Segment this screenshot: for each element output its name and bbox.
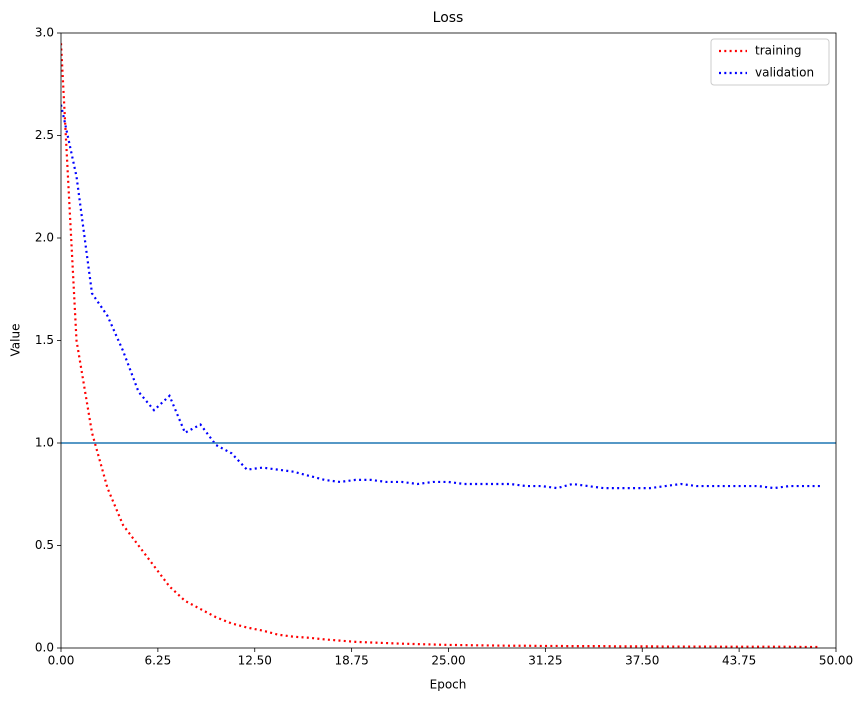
x-axis-label: Epoch xyxy=(430,678,467,692)
data-line xyxy=(61,104,821,490)
x-tick-label: 50.00 xyxy=(819,654,853,668)
x-tick-label: 37.50 xyxy=(625,654,659,668)
y-tick-label: 0.0 xyxy=(35,641,54,655)
x-tick-label: 0.00 xyxy=(48,654,75,668)
x-tick-label: 31.25 xyxy=(528,654,562,668)
x-tick-label: 18.75 xyxy=(334,654,368,668)
y-tick-label: 3.0 xyxy=(35,26,54,40)
legend-label: training xyxy=(755,44,802,58)
x-tick-label: 12.50 xyxy=(238,654,272,668)
y-tick-label: 1.0 xyxy=(35,436,54,450)
data-line xyxy=(61,43,821,648)
legend-label: validation xyxy=(755,66,814,80)
plot-frame xyxy=(60,32,837,649)
x-tick-label: 25.00 xyxy=(431,654,465,668)
y-tick-label: 2.0 xyxy=(35,231,54,245)
y-tick-label: 2.5 xyxy=(35,128,54,142)
x-tick-label: 43.75 xyxy=(722,654,756,668)
chart-title: Loss xyxy=(433,10,464,26)
y-tick-label: 1.5 xyxy=(35,333,54,347)
y-tick-label: 0.5 xyxy=(35,538,54,552)
x-tick-label: 6.25 xyxy=(145,654,172,668)
y-axis-label: Value xyxy=(9,324,23,357)
